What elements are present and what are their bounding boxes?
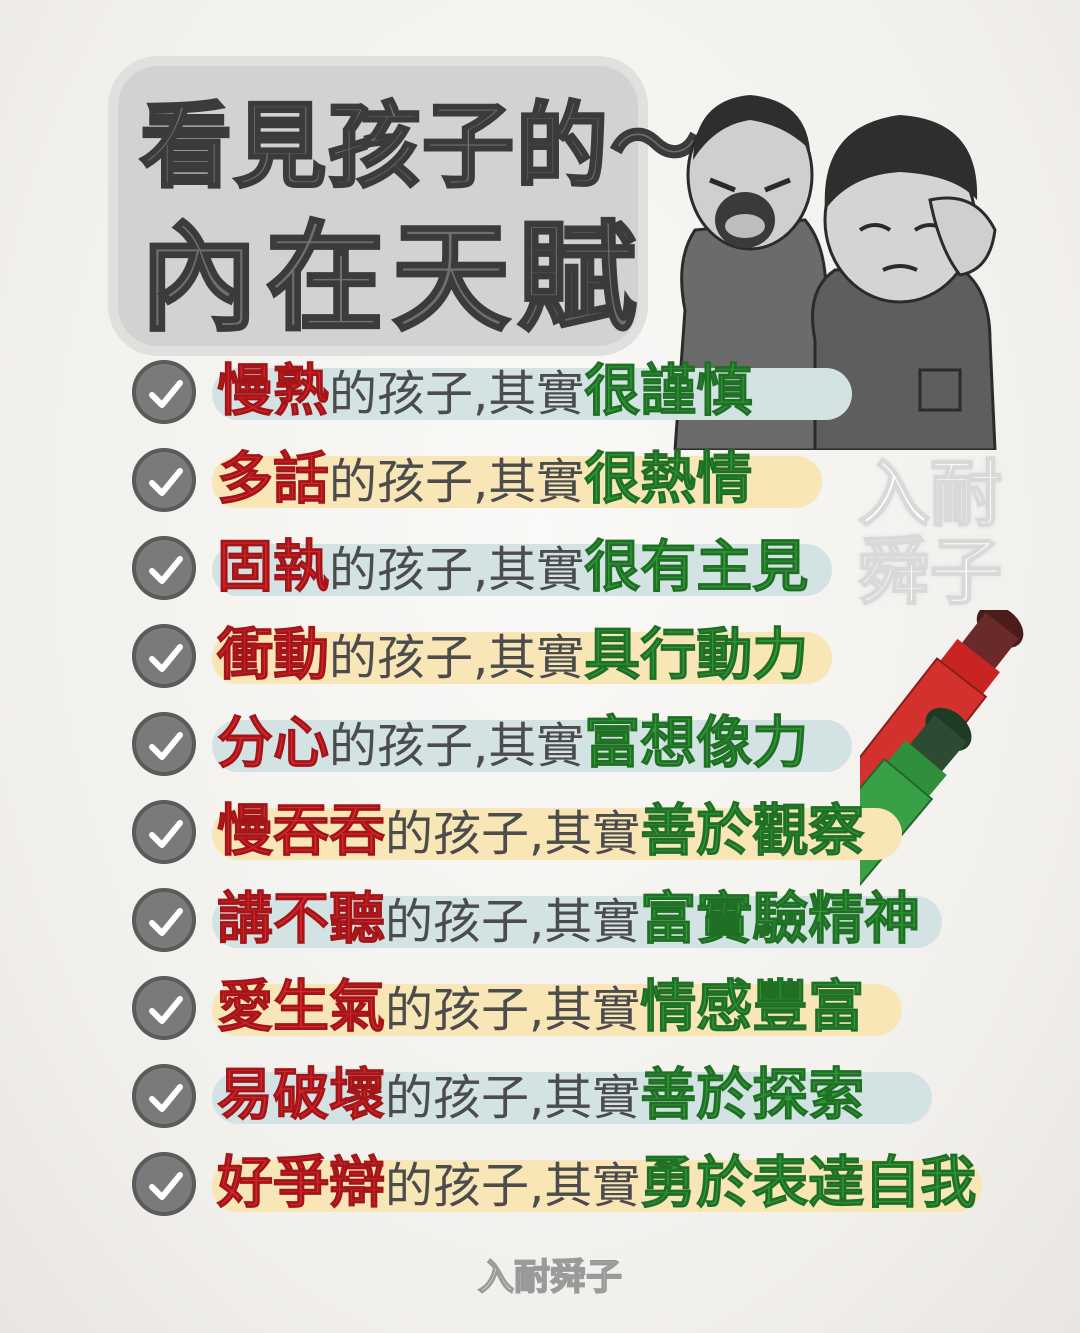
trait-text: 衝動: [217, 623, 330, 689]
strength-text: 很熱情: [584, 447, 753, 513]
list-item: 衝動的孩子,其實具行動力: [132, 616, 1032, 696]
list-item-text: 衝動的孩子,其實具行動力: [217, 618, 809, 696]
strength-text: 富實驗精神: [640, 887, 921, 953]
highlight-band: [212, 632, 832, 684]
trait-text: 多話: [217, 447, 330, 513]
strength-text: 很有主見: [584, 535, 809, 601]
title-plate: [118, 66, 638, 346]
highlight-band: [212, 1072, 932, 1124]
trait-text: 慢吞吞: [217, 799, 386, 865]
middle-phrase: 的孩子,其實: [329, 542, 585, 598]
middle-phrase: 的孩子,其實: [385, 982, 641, 1038]
highlight-band: [212, 808, 902, 860]
middle-phrase: 的孩子,其實: [329, 630, 585, 686]
strength-text: 具行動力: [584, 623, 809, 689]
strength-text: 很謹慎: [584, 359, 753, 425]
list-item: 易破壞的孩子,其實善於探索: [132, 1056, 1032, 1136]
list-item-text: 講不聽的孩子,其實富實驗精神: [217, 882, 921, 960]
strength-text: 情感豐富: [640, 975, 865, 1041]
check-icon: [132, 1064, 196, 1128]
middle-phrase: 的孩子,其實: [385, 1070, 641, 1126]
trait-text: 易破壞: [217, 1063, 386, 1129]
list-item: 多話的孩子,其實很熱情: [132, 440, 1032, 520]
list-item-text: 多話的孩子,其實很熱情: [217, 442, 753, 520]
middle-phrase: 的孩子,其實: [385, 1158, 641, 1214]
strength-text: 勇於表達自我: [640, 1151, 977, 1217]
list-item: 慢熟的孩子,其實很謹慎: [132, 352, 1032, 432]
middle-phrase: 的孩子,其實: [329, 718, 585, 774]
list-item: 愛生氣的孩子,其實情感豐富: [132, 968, 1032, 1048]
check-icon: [132, 360, 196, 424]
list-item-text: 慢吞吞的孩子,其實善於觀察: [217, 794, 865, 872]
check-icon: [132, 712, 196, 776]
highlight-band: [212, 1160, 982, 1212]
trait-text: 分心: [217, 711, 330, 777]
trait-text: 好爭辯: [217, 1151, 386, 1217]
highlight-band: [212, 368, 852, 420]
list-item-text: 慢熟的孩子,其實很謹慎: [217, 354, 753, 432]
middle-phrase: 的孩子,其實: [329, 366, 585, 422]
watermark-logo: 入耐舜子: [857, 452, 1003, 614]
trait-text: 講不聽: [217, 887, 386, 953]
check-icon: [132, 888, 196, 952]
list-item-text: 好爭辯的孩子,其實勇於表達自我: [217, 1146, 977, 1224]
middle-phrase: 的孩子,其實: [385, 806, 641, 862]
trait-text: 慢熟: [217, 359, 330, 425]
list-item-text: 固執的孩子,其實很有主見: [217, 530, 809, 608]
strength-text: 富想像力: [584, 711, 809, 777]
middle-phrase: 的孩子,其實: [329, 454, 585, 510]
list-item-text: 分心的孩子,其實富想像力: [217, 706, 809, 784]
strength-text: 善於探索: [640, 1063, 865, 1129]
check-icon: [132, 448, 196, 512]
check-icon: [132, 800, 196, 864]
list-item: 固執的孩子,其實很有主見: [132, 528, 1032, 608]
highlight-band: [212, 544, 832, 596]
list-item-text: 愛生氣的孩子,其實情感豐富: [217, 970, 865, 1048]
list-item: 講不聽的孩子,其實富實驗精神: [132, 880, 1032, 960]
list-item: 慢吞吞的孩子,其實善於觀察: [132, 792, 1032, 872]
trait-text: 固執: [217, 535, 330, 601]
highlight-band: [212, 984, 902, 1036]
list-item-text: 易破壞的孩子,其實善於探索: [217, 1058, 865, 1136]
strength-text: 善於觀察: [640, 799, 865, 865]
check-icon: [132, 624, 196, 688]
title-line-1: 看見孩子的～: [138, 92, 705, 202]
list-item: 好爭辯的孩子,其實勇於表達自我: [132, 1144, 1032, 1224]
highlight-band: [212, 456, 822, 508]
highlight-band: [212, 720, 852, 772]
highlight-band: [212, 896, 942, 948]
list-item: 分心的孩子,其實富想像力: [132, 704, 1032, 784]
middle-phrase: 的孩子,其實: [385, 894, 641, 950]
trait-text: 愛生氣: [217, 975, 386, 1041]
check-icon: [132, 536, 196, 600]
check-icon: [132, 1152, 196, 1216]
watermark-logo-bottom: 入耐舜子: [477, 1256, 623, 1299]
check-icon: [132, 976, 196, 1040]
title-line-2: 內在天賦: [138, 208, 645, 349]
